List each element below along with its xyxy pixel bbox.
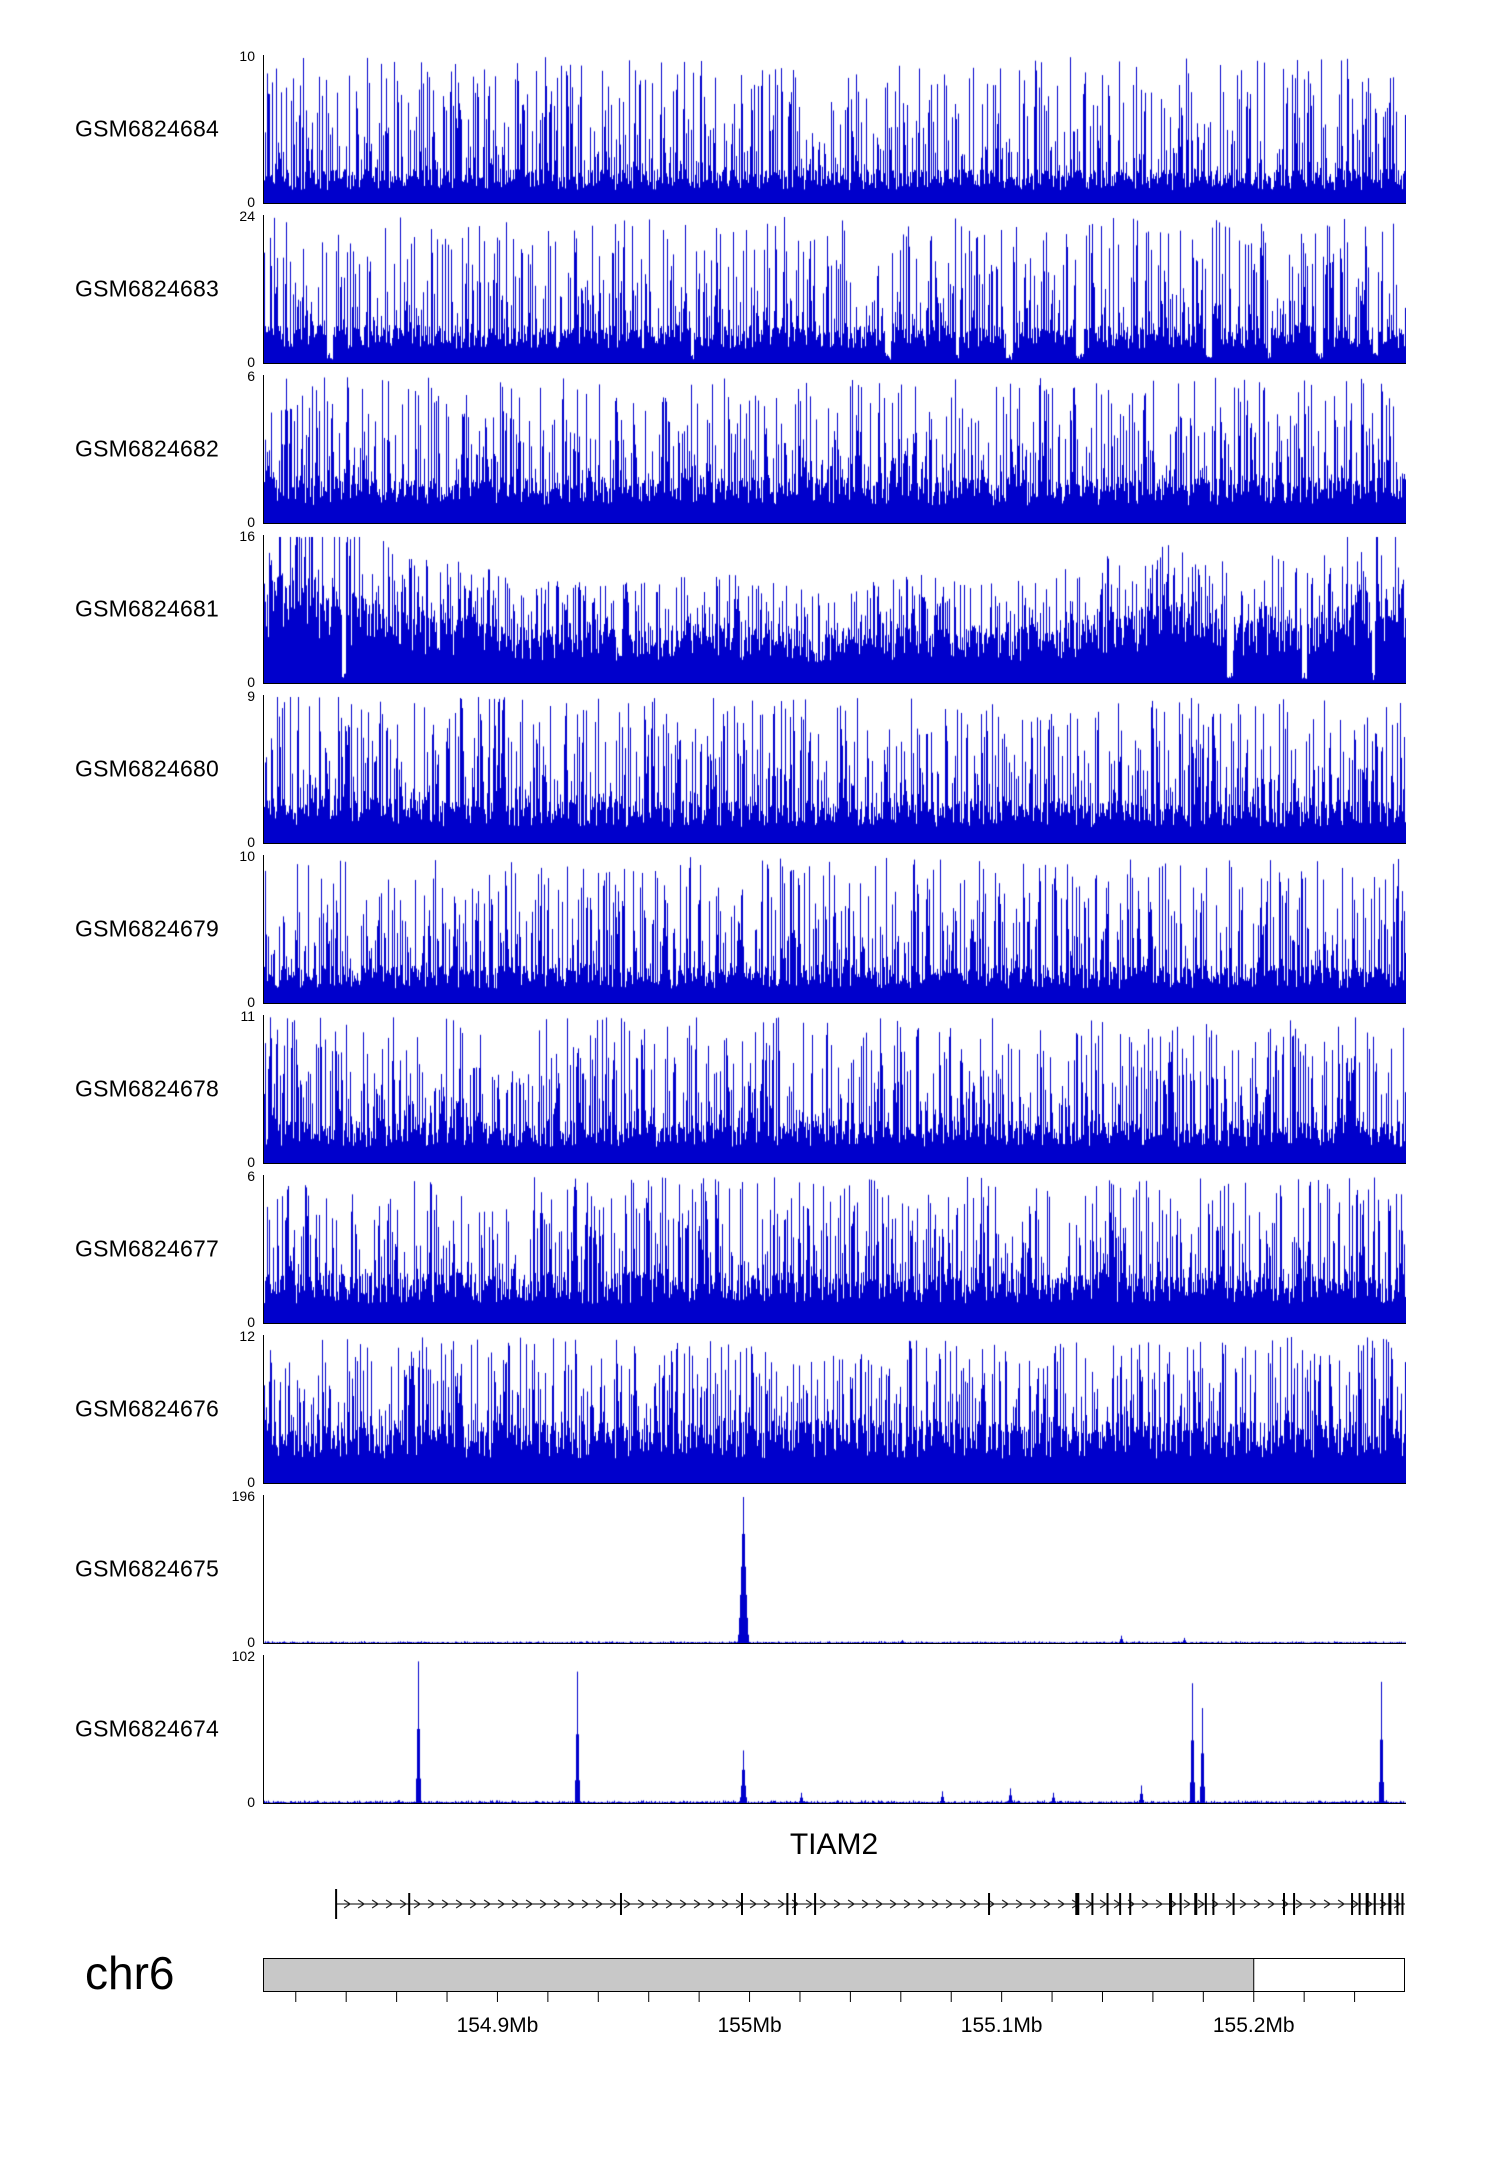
track-label: GSM6824680 (75, 755, 219, 782)
track-label: GSM6824678 (75, 1075, 219, 1102)
y-axis-zero-label: 0 (247, 1794, 255, 1810)
track-row: GSM6824675 196 0 (0, 1489, 1500, 1649)
y-axis-zero-label: 0 (247, 674, 255, 690)
track-label: GSM6824674 (75, 1715, 219, 1742)
track-plot: 102 0 (232, 1649, 1406, 1809)
track-plot: 24 0 (239, 209, 1406, 369)
y-axis-max-label: 11 (240, 1008, 255, 1024)
track-plot: 9 0 (247, 689, 1406, 849)
y-axis-zero-label: 0 (247, 1154, 255, 1170)
tracks-container: GSM6824684 10 0 GSM6824683 24 0 GSM68246… (0, 49, 1500, 1815)
y-axis-max-label: 6 (247, 1168, 255, 1184)
chromosome-label: chr6 (85, 1947, 175, 1999)
y-axis-zero-label: 0 (247, 514, 255, 530)
track-row: GSM6824680 9 0 (0, 689, 1500, 849)
y-axis-max-label: 24 (239, 208, 255, 224)
track-plot: 6 0 (247, 1169, 1406, 1329)
chromosome-ideogram: 154.9Mb 155Mb 155.1Mb 155.2Mb (263, 1958, 1405, 2037)
track-label: GSM6824682 (75, 435, 219, 462)
signal-canvas (264, 1015, 1406, 1163)
y-axis-zero-label: 0 (247, 194, 255, 210)
track-row: GSM6824681 16 0 (0, 529, 1500, 689)
signal-canvas (264, 855, 1406, 1003)
y-axis-zero-label: 0 (247, 994, 255, 1010)
track-plot: 10 0 (239, 49, 1406, 209)
track-label: GSM6824679 (75, 915, 219, 942)
y-axis-max-label: 102 (231, 1648, 255, 1664)
track-row: GSM6824674 102 0 (0, 1649, 1500, 1809)
track-label: GSM6824676 (75, 1395, 219, 1422)
y-axis-zero-label: 0 (247, 834, 255, 850)
track-label: GSM6824684 (75, 115, 219, 142)
track-plot: 11 0 (240, 1009, 1406, 1169)
y-axis-max-label: 10 (239, 848, 255, 864)
track-row: GSM6824677 6 0 (0, 1169, 1500, 1329)
signal-canvas (264, 55, 1406, 203)
x-axis-tick-label: 155.2Mb (1213, 2014, 1295, 2037)
track-row: GSM6824678 11 0 (0, 1009, 1500, 1169)
signal-canvas (264, 375, 1406, 523)
track-row: GSM6824683 24 0 (0, 209, 1500, 369)
track-plot: 196 0 (232, 1489, 1406, 1649)
track-label: GSM6824675 (75, 1555, 219, 1582)
track-plot: 6 0 (247, 369, 1406, 529)
y-axis-max-label: 196 (231, 1488, 255, 1504)
track-label: GSM6824683 (75, 275, 219, 302)
signal-canvas (264, 215, 1406, 363)
signal-canvas (264, 1335, 1406, 1483)
gene-title: TIAM2 (789, 1828, 879, 1861)
x-axis-tick-label: 154.9Mb (457, 2014, 539, 2037)
y-axis-max-label: 9 (247, 688, 255, 704)
track-row: GSM6824684 10 0 (0, 49, 1500, 209)
track-label: GSM6824681 (75, 595, 219, 622)
y-axis-max-label: 16 (239, 528, 255, 544)
y-axis-max-label: 10 (239, 48, 255, 64)
track-plot: 16 0 (239, 529, 1406, 689)
track-label: GSM6824677 (75, 1235, 219, 1262)
signal-canvas (264, 1175, 1406, 1323)
signal-canvas (264, 695, 1406, 843)
signal-canvas (264, 535, 1406, 683)
track-row: GSM6824679 10 0 (0, 849, 1500, 1009)
track-row: GSM6824682 6 0 (0, 369, 1500, 529)
signal-canvas (264, 1655, 1406, 1803)
y-axis-max-label: 12 (239, 1328, 255, 1344)
x-axis-tick-label: 155Mb (717, 2014, 781, 2037)
y-axis-zero-label: 0 (247, 1314, 255, 1330)
track-plot: 12 0 (239, 1329, 1406, 1489)
y-axis-zero-label: 0 (247, 354, 255, 370)
x-axis-tick-label: 155.1Mb (961, 2014, 1043, 2037)
signal-canvas (264, 1495, 1406, 1643)
track-plot: 10 0 (239, 849, 1406, 1009)
y-axis-zero-label: 0 (247, 1634, 255, 1650)
y-axis-max-label: 6 (247, 368, 255, 384)
y-axis-zero-label: 0 (247, 1474, 255, 1490)
gene-model-track (335, 1889, 1405, 1919)
track-row: GSM6824676 12 0 (0, 1329, 1500, 1489)
